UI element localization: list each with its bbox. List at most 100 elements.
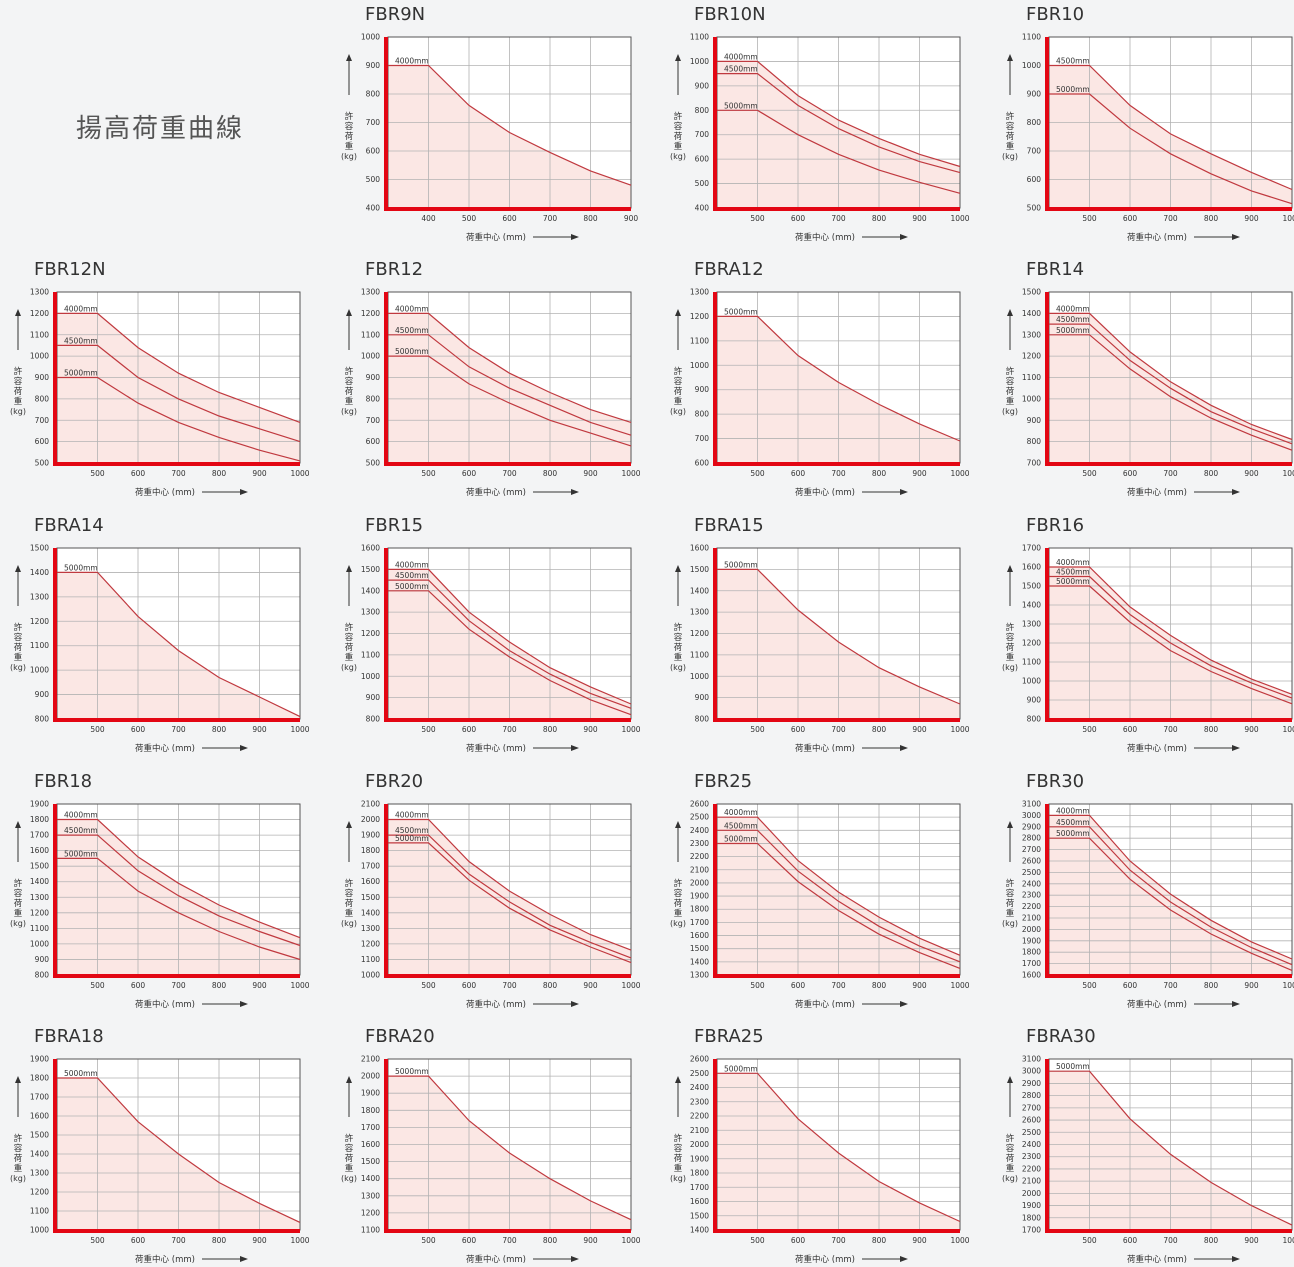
y-tick-label: 1300	[30, 893, 49, 902]
y-tick-label: 2000	[361, 1072, 380, 1081]
y-tick-label: 1500	[30, 862, 49, 871]
y-tick-label: 1100	[30, 924, 49, 933]
series-label: 4000mm	[724, 52, 758, 61]
x-axis-label: 荷重中心 (mm)	[135, 487, 195, 498]
y-axis-label: 許	[345, 111, 354, 122]
y-axis-label: (kg)	[10, 663, 26, 672]
y-tick-label: 1500	[690, 565, 709, 574]
chart-fbra25: 5000mm 1400 1500 1600 1700 1800 1900 2000 2100 22…	[670, 1055, 970, 1266]
y-axis-label: (kg)	[1002, 919, 1018, 928]
load-area-fill	[57, 572, 300, 719]
x-axis-label: 荷重中心 (mm)	[795, 1254, 855, 1265]
y-axis-label: 許	[674, 622, 683, 633]
x-tick-label: 600	[1123, 469, 1138, 478]
x-tick-label: 600	[1123, 214, 1138, 223]
y-axis-bar	[1045, 292, 1049, 466]
x-axis-label: 荷重中心 (mm)	[1127, 1254, 1187, 1265]
y-axis-label: 重	[14, 396, 23, 407]
y-axis-arrowhead	[1007, 309, 1013, 316]
x-tick-label: 500	[1082, 469, 1097, 478]
series-line	[717, 829, 961, 963]
x-tick-label: 600	[462, 981, 477, 990]
chart-title: FBRA25	[694, 1026, 764, 1047]
y-tick-label: 1300	[690, 288, 709, 297]
x-tick-label: 900	[252, 981, 267, 990]
y-axis-label: 許	[1006, 1133, 1015, 1144]
y-tick-label: 1000	[690, 57, 709, 66]
y-axis-arrowhead	[15, 1076, 21, 1083]
x-axis-bar	[384, 974, 631, 978]
x-axis-label: 荷重中心 (mm)	[466, 743, 526, 754]
y-tick-label: 1700	[361, 1123, 380, 1132]
y-axis-arrowhead	[15, 565, 21, 572]
y-axis-label: 許	[345, 622, 354, 633]
y-tick-label: 2400	[1022, 1140, 1041, 1149]
y-tick-label: 1200	[1022, 352, 1041, 361]
y-axis-label: 荷	[1006, 898, 1015, 909]
series-label: 4000mm	[64, 304, 98, 313]
y-axis-label: 重	[1006, 652, 1015, 663]
y-tick-label: 500	[695, 179, 710, 188]
y-axis-label: 重	[674, 1163, 683, 1174]
y-axis-label: (kg)	[10, 919, 26, 928]
y-axis-bar	[713, 548, 717, 722]
series-line	[717, 73, 961, 174]
y-tick-label: 2000	[361, 815, 380, 824]
y-tick-label: 700	[695, 130, 710, 139]
chart-fbra30: 5000mm 1700 1800 1900 2000 2100 2200 2300 2400 25…	[1002, 1055, 1294, 1266]
x-axis-arrowhead	[1232, 745, 1240, 751]
series-label: 4500mm	[1056, 568, 1090, 577]
series-line	[388, 312, 632, 423]
x-tick-label: 800	[872, 725, 887, 734]
y-tick-label: 1800	[690, 905, 709, 914]
x-tick-label: 600	[1123, 725, 1138, 734]
y-tick-label: 1600	[690, 1197, 709, 1206]
x-tick-label: 1000	[621, 725, 640, 734]
y-axis-label: 荷	[1006, 642, 1015, 653]
series-label: 4000mm	[395, 57, 429, 66]
y-axis-bar	[384, 37, 388, 211]
x-tick-label: 900	[1244, 469, 1259, 478]
y-tick-label: 800	[1027, 437, 1042, 446]
x-tick-label: 700	[1163, 214, 1178, 223]
y-tick-label: 1000	[30, 939, 49, 948]
y-axis-label: 荷	[674, 898, 683, 909]
chart-fbr25: 4000mm 4500mm 5000mm 1300 1400 1500 1600 1700 18…	[670, 800, 970, 1011]
x-tick-label: 800	[1204, 725, 1219, 734]
y-axis-label: 許	[14, 622, 23, 633]
series-line	[388, 834, 632, 959]
y-axis-label: 荷	[1006, 1153, 1015, 1164]
y-tick-label: 2400	[690, 1083, 709, 1092]
x-tick-label: 500	[750, 981, 765, 990]
series-line	[1049, 312, 1293, 441]
x-tick-label: 500	[750, 725, 765, 734]
y-axis-label: 荷	[14, 898, 23, 909]
x-tick-label: 800	[543, 725, 558, 734]
y-tick-label: 1300	[30, 1169, 49, 1178]
x-axis-arrowhead	[571, 234, 579, 240]
y-tick-label: 1400	[361, 908, 380, 917]
y-tick-label: 1400	[1022, 601, 1041, 610]
x-axis-bar	[384, 718, 631, 722]
y-tick-label: 700	[35, 416, 50, 425]
y-axis-arrowhead	[1007, 565, 1013, 572]
x-tick-label: 800	[543, 469, 558, 478]
x-axis-arrowhead	[240, 1256, 248, 1262]
y-tick-label: 1000	[30, 352, 49, 361]
y-tick-label: 1200	[30, 309, 49, 318]
x-axis-arrowhead	[240, 489, 248, 495]
x-tick-label: 500	[90, 469, 105, 478]
y-tick-label: 1200	[361, 309, 380, 318]
y-tick-label: 1400	[690, 586, 709, 595]
y-tick-label: 2000	[690, 878, 709, 887]
chart-fbr9n: 4000mm 400 500 600 700 800 900 1000 400 500 600 700…	[341, 33, 638, 244]
chart-title: FBR12	[365, 259, 424, 280]
y-axis-arrowhead	[675, 309, 681, 316]
y-axis-bar	[53, 548, 57, 722]
chart-fbr12: 4000mm 4500mm 5000mm 500 600 700 800 900 1000 110…	[341, 288, 641, 499]
y-tick-label: 1700	[30, 831, 49, 840]
x-tick-label: 1000	[290, 469, 309, 478]
y-tick-label: 1000	[361, 971, 380, 980]
y-tick-label: 2900	[1022, 1079, 1041, 1088]
y-tick-label: 900	[695, 693, 710, 702]
